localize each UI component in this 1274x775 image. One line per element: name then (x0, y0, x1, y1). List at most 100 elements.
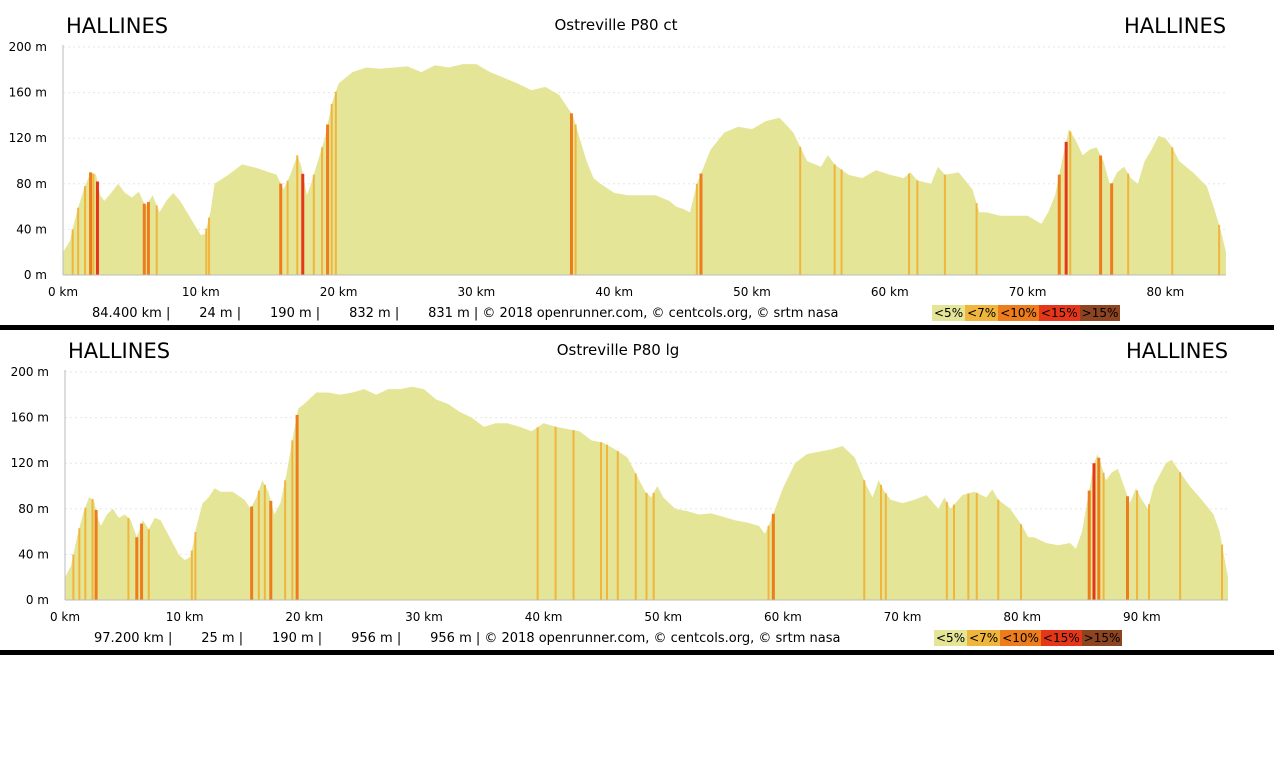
legend-item-lt15: <15% (1040, 630, 1082, 646)
grade-band (295, 414, 299, 600)
y-tick-label: 40 m (18, 547, 49, 561)
grade-band (1097, 457, 1101, 600)
route-stats-text: 97.200 km | 25 m | 190 m | 956 m | 956 m… (94, 631, 841, 646)
route-stats-text: 84.400 km | 24 m | 190 m | 832 m | 831 m… (92, 306, 839, 321)
grade-band (1221, 544, 1224, 600)
x-tick-label: 80 km (1147, 285, 1185, 299)
grade-band (1110, 183, 1114, 275)
grade-band (78, 528, 81, 600)
grade-band (142, 203, 146, 275)
grade-band (269, 500, 273, 600)
x-tick-label: 0 km (50, 610, 80, 624)
panel-divider (0, 650, 1274, 655)
elevation-plot-1: 0 m 40 m 80 m 120 m 160 m 200 m 0 km 10 km 20 km… (9, 40, 1226, 299)
x-tick-label: 0 km (48, 285, 78, 299)
grade-band (127, 517, 130, 600)
grade-band (91, 499, 94, 600)
grade-band (1069, 131, 1072, 275)
grade-band (967, 493, 970, 600)
legend-item-lt15: <15% (1038, 305, 1080, 321)
grade-band (880, 484, 883, 600)
grade-band (1125, 496, 1129, 600)
grade-band (840, 169, 843, 275)
y-tick-label: 80 m (16, 177, 47, 191)
grade-band (326, 124, 330, 276)
grade-band (1102, 472, 1105, 600)
grade-band (84, 186, 87, 275)
grade-band (77, 207, 80, 275)
grade-band (250, 506, 254, 600)
chart-title: Ostreville P80 lg (556, 341, 680, 359)
end-location-label: HALLINES (1124, 14, 1227, 38)
x-tick-label: 40 km (525, 610, 563, 624)
elevation-profile-chart-1: 0 m 40 m 80 m 120 m 160 m 200 m 0 km 10 km 20 km… (0, 0, 1274, 332)
x-tick-label: 90 km (1123, 610, 1161, 624)
grade-band (330, 104, 333, 275)
y-tick-label: 200 m (9, 40, 47, 54)
grade-band (140, 523, 144, 600)
legend-item-lt7: <7% (965, 305, 999, 321)
grade-band (916, 180, 919, 275)
x-tick-label: 30 km (458, 285, 496, 299)
grade-band (89, 172, 93, 275)
grade-band (312, 174, 315, 275)
grade-band (279, 183, 283, 275)
y-tick-label: 160 m (11, 411, 49, 425)
grade-band (84, 507, 87, 600)
grade-band (572, 430, 575, 600)
grade-band (190, 550, 193, 600)
x-tick-label: 70 km (1009, 285, 1047, 299)
y-tick-label: 0 m (26, 593, 49, 607)
grade-band (574, 124, 577, 276)
chart-title: Ostreville P80 ct (554, 16, 678, 34)
grade-band (953, 504, 956, 600)
grade-band (301, 173, 305, 275)
grade-band (92, 173, 95, 275)
grade-band (95, 181, 99, 275)
start-location-label: HALLINES (66, 14, 169, 38)
grade-band (155, 205, 158, 275)
y-tick-label: 120 m (9, 131, 47, 145)
grade-band (634, 473, 637, 600)
grade-band (975, 492, 978, 600)
x-tick-label: 10 km (182, 285, 220, 299)
grade-legend: <5% <7% <10% <15% >15% (932, 305, 1121, 321)
grade-band (146, 202, 150, 275)
legend-item-lt7: <7% (967, 630, 1001, 646)
grade-band (194, 532, 197, 600)
grade-band (1020, 524, 1023, 600)
grade-band (833, 164, 836, 275)
grade-band (1148, 504, 1151, 600)
grade-band (147, 529, 150, 600)
grade-band (945, 501, 948, 600)
grade-band (616, 451, 619, 600)
elevation-profile-chart-2: 0 m 40 m 80 m 120 m 160 m 200 m 0 km 10 km 20 km… (0, 325, 1274, 657)
y-tick-label: 0 m (24, 268, 47, 282)
elevation-area (63, 64, 1226, 275)
legend-item-lt10: <10% (1000, 630, 1041, 646)
elevation-plot-2: 0 m 40 m 80 m 120 m 160 m 200 m 0 km 10 km 20 km… (11, 365, 1228, 624)
grade-band (334, 91, 337, 275)
end-location-label: HALLINES (1126, 339, 1229, 363)
y-tick-label: 120 m (11, 456, 49, 470)
x-tick-label: 40 km (595, 285, 633, 299)
grade-band (767, 525, 770, 600)
grade-band (205, 228, 208, 275)
y-tick-label: 40 m (16, 222, 47, 236)
grade-band (263, 484, 266, 600)
x-tick-label: 60 km (764, 610, 802, 624)
grade-band (296, 155, 299, 275)
grade-band (1087, 490, 1091, 600)
grade-band (884, 493, 887, 600)
x-tick-label: 20 km (285, 610, 323, 624)
legend-item-lt5: <5% (934, 630, 968, 646)
grade-band (997, 499, 1000, 600)
y-tick-label: 200 m (11, 365, 49, 379)
grade-band (321, 147, 324, 275)
grade-band (1127, 173, 1130, 275)
grade-band (1092, 463, 1096, 600)
x-tick-label: 50 km (733, 285, 771, 299)
grade-band (1179, 472, 1182, 600)
x-tick-label: 50 km (644, 610, 682, 624)
grade-band (695, 183, 698, 275)
